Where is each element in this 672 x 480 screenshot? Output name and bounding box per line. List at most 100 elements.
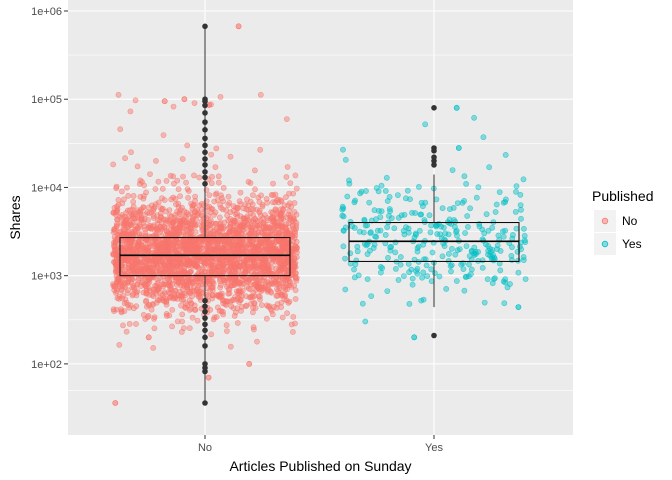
data-point (127, 246, 134, 253)
data-point (518, 215, 524, 222)
data-point (439, 253, 446, 260)
data-point (167, 294, 174, 301)
data-point (140, 204, 147, 211)
data-point (346, 180, 353, 187)
data-point (252, 305, 259, 311)
data-point (119, 286, 125, 293)
data-point (234, 320, 241, 326)
data-point (400, 273, 407, 279)
data-point (279, 314, 286, 321)
data-point (213, 314, 220, 320)
data-point (445, 250, 452, 257)
outlier-point (202, 361, 208, 367)
data-point (456, 246, 463, 252)
data-point (475, 257, 481, 264)
data-point (254, 218, 261, 224)
data-point (206, 247, 213, 254)
data-point (254, 338, 260, 345)
plot-panel (68, 0, 573, 435)
data-point (377, 214, 384, 220)
outlier-point (202, 110, 208, 116)
data-point (280, 262, 286, 269)
data-point (251, 299, 257, 306)
data-point (489, 280, 496, 287)
data-point (385, 254, 391, 261)
data-point (357, 190, 363, 197)
x-tick-label: No (198, 442, 212, 454)
data-point (143, 290, 150, 297)
data-point (248, 293, 255, 300)
data-point (220, 184, 227, 191)
outlier-point (202, 343, 208, 349)
data-point (247, 180, 254, 186)
data-point (415, 183, 422, 190)
data-point (174, 271, 181, 278)
data-point (231, 312, 238, 319)
data-point (266, 269, 273, 276)
data-point (431, 270, 438, 276)
data-point (247, 286, 254, 293)
legend-title: Published (592, 188, 654, 204)
data-point (521, 225, 527, 232)
data-point (293, 185, 300, 192)
data-point (183, 179, 189, 186)
data-point (452, 251, 459, 258)
legend: Published No Yes (592, 188, 654, 255)
data-point (517, 202, 524, 208)
data-point (453, 278, 460, 284)
data-point (207, 222, 214, 228)
data-point (184, 142, 191, 149)
data-point (501, 300, 508, 307)
data-point (228, 277, 234, 283)
data-point (178, 302, 184, 309)
data-point (159, 195, 165, 201)
y-tick-label: 1e+05 (31, 94, 62, 106)
y-tick-label: 1e+04 (31, 182, 62, 194)
data-point (290, 215, 297, 221)
data-point (392, 249, 399, 256)
data-point (283, 174, 290, 180)
data-point (114, 275, 121, 282)
data-point (272, 191, 279, 198)
data-point (248, 228, 255, 234)
data-point (150, 265, 156, 271)
data-point (409, 281, 416, 288)
data-point (466, 261, 472, 268)
data-point (261, 212, 268, 218)
data-point (448, 245, 455, 252)
data-point (212, 248, 218, 255)
data-point (186, 325, 193, 331)
data-point (236, 246, 242, 253)
data-point (257, 247, 264, 253)
data-point (119, 188, 125, 195)
data-point (412, 210, 419, 216)
data-point (293, 245, 300, 252)
data-point (220, 198, 227, 205)
data-point (451, 217, 457, 223)
y-axis: 1e+02 1e+03 1e+04 1e+05 1e+06 (31, 6, 68, 371)
outlier-point (202, 303, 208, 310)
data-point (115, 91, 122, 98)
data-point (263, 315, 270, 322)
data-point (351, 199, 358, 206)
data-point (473, 194, 480, 201)
data-point (447, 263, 454, 269)
data-point (451, 223, 458, 230)
data-point (502, 227, 509, 234)
data-point (397, 261, 404, 268)
data-point (111, 226, 117, 233)
data-point (148, 202, 155, 209)
data-point (289, 328, 296, 335)
data-point (283, 116, 290, 122)
data-point (126, 320, 133, 327)
data-point (152, 157, 159, 164)
data-point (145, 334, 152, 341)
data-point (258, 192, 264, 199)
data-point (211, 198, 218, 205)
data-point (384, 288, 391, 294)
data-point (287, 180, 294, 186)
data-point (428, 222, 434, 229)
data-point (211, 235, 217, 242)
data-point (460, 266, 467, 272)
data-point (118, 219, 125, 226)
